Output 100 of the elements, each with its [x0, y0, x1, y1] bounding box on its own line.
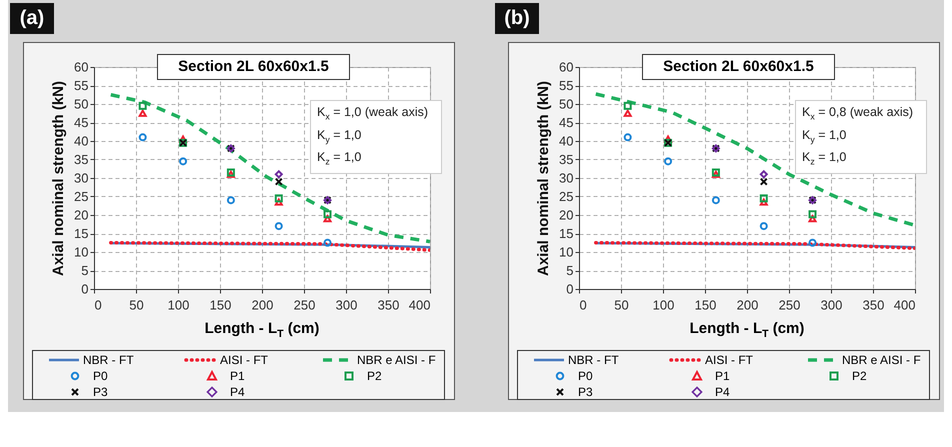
legend-label: P4	[715, 385, 730, 399]
x-tick-label: 150	[694, 298, 716, 312]
y-tick-label: 25	[559, 189, 574, 204]
point	[624, 133, 632, 142]
chart-title: Section 2L 60x60x1.5	[642, 54, 835, 80]
annotation: K$_{z}$ = 1,0	[317, 149, 362, 168]
y-tick-label: 50	[74, 96, 88, 112]
x-tick-label: 150	[210, 298, 232, 312]
x-axis-title: Length - L$_{T}$ (cm)	[204, 320, 320, 340]
point	[712, 196, 720, 204]
x-tick-label: 0	[94, 298, 102, 312]
y-tick-label: 55	[559, 78, 574, 93]
x-tick-label: 100	[652, 298, 674, 312]
point	[760, 198, 768, 206]
y-tick-label: 45	[74, 115, 88, 130]
y-axis-title: Axial nominal strength (kN)	[50, 80, 68, 276]
legend-label: AISI - FT	[220, 353, 268, 367]
x-tick-label: 300	[336, 298, 358, 312]
legend-label: P1	[715, 369, 730, 383]
legend-label: P3	[578, 385, 593, 399]
x-axis-title: Length - L$_{T}$ (cm)	[688, 320, 806, 340]
point	[808, 238, 817, 247]
point	[274, 198, 283, 206]
x-tick-label: 200	[736, 298, 758, 312]
point	[760, 170, 768, 178]
point	[138, 102, 147, 110]
legend-label: P3	[93, 385, 108, 399]
legend-label: P2	[852, 369, 867, 383]
point	[138, 110, 147, 117]
chart-title: Section 2L 60x60x1.5	[157, 54, 350, 80]
point	[624, 110, 632, 117]
point	[274, 170, 283, 178]
point	[808, 215, 817, 222]
annotation: K$_{x}$ = 1,0 (weak axis)	[317, 104, 430, 124]
x-tick-label: 50	[614, 298, 629, 312]
y-tick-label: 60	[74, 60, 88, 74]
y-tick-label: 5	[81, 263, 88, 278]
x-tick-label: 250	[778, 298, 800, 312]
y-tick-label: 15	[559, 226, 574, 241]
y-tick-label: 5	[566, 263, 574, 278]
legend-label: NBR - FT	[83, 353, 134, 367]
point	[324, 215, 332, 222]
x-tick-label: 0	[580, 298, 587, 312]
y-tick-label: 30	[559, 170, 574, 186]
y-tick-label: 20	[74, 208, 88, 222]
point	[760, 194, 768, 202]
y-tick-label: 10	[74, 244, 88, 260]
y-tick-label: 20	[559, 208, 574, 222]
text: (a)	[10, 3, 54, 34]
point	[760, 178, 768, 186]
x-tick-label: 50	[129, 298, 144, 312]
point	[324, 210, 332, 218]
y-tick-label: 40	[559, 134, 574, 148]
point	[664, 157, 672, 166]
y-tick-label: 55	[74, 78, 88, 93]
legend-label: NBR e AISI - F	[357, 353, 436, 367]
point	[274, 194, 283, 202]
x-tick-label: 300	[820, 298, 842, 312]
line-series	[109, 93, 430, 244]
annotation: K$_{x}$ = 0,8 (weak axis)	[802, 104, 914, 124]
annotation: K$_{y}$ = 1,0	[802, 126, 848, 146]
point	[138, 133, 147, 142]
point	[624, 102, 632, 110]
y-tick-label: 35	[559, 152, 574, 167]
x-tick-label: 100	[168, 298, 190, 312]
y-tick-label: 50	[559, 96, 574, 112]
point	[226, 196, 235, 204]
y-tick-label: 35	[74, 152, 88, 167]
y-tick-label: 0	[81, 282, 88, 296]
point	[324, 238, 332, 247]
legend-label: NBR - FT	[568, 353, 619, 367]
point	[712, 170, 720, 178]
point	[179, 157, 188, 166]
legend-label: P4	[230, 385, 245, 399]
legend-label: NBR e AISI - F	[842, 353, 921, 367]
legend-label: AISI - FT	[705, 353, 753, 367]
annotation: K$_{z}$ = 1,0	[802, 149, 848, 168]
legend-label: P1	[230, 369, 245, 383]
x-tick-label: 200	[252, 298, 274, 312]
line-series	[594, 92, 915, 228]
y-tick-label: 15	[74, 226, 88, 241]
x-tick-label: 350	[862, 298, 884, 312]
legend-label: P2	[367, 369, 382, 383]
y-axis-title: Axial nominal strength (kN)	[535, 80, 552, 276]
point	[274, 178, 283, 186]
point	[760, 222, 768, 230]
legend-label: P0	[578, 369, 593, 383]
annotation: K$_{y}$ = 1,0	[317, 126, 362, 146]
text: (b)	[495, 3, 539, 34]
y-tick-label: 10	[559, 244, 574, 260]
y-tick-label: 45	[559, 115, 574, 130]
y-tick-label: 0	[566, 282, 574, 296]
legend-label: P0	[93, 369, 108, 383]
y-tick-label: 30	[74, 170, 88, 186]
x-tick-label: 400	[408, 298, 430, 312]
y-tick-label: 60	[559, 60, 574, 74]
y-tick-label: 40	[74, 134, 88, 148]
point	[274, 222, 283, 230]
x-tick-label: 250	[294, 298, 316, 312]
x-tick-label: 350	[378, 298, 400, 312]
